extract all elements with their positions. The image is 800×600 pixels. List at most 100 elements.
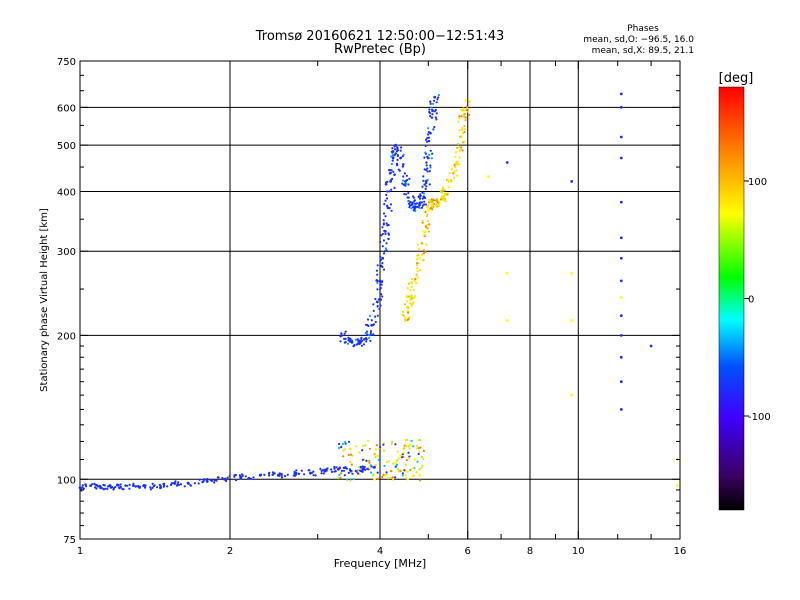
data-point (379, 286, 382, 290)
data-point (303, 473, 306, 476)
data-point (413, 279, 417, 283)
data-point (112, 487, 115, 490)
phase-o-line: mean, sd,O: −96.5, 16.0 (583, 35, 694, 45)
data-point (355, 445, 358, 448)
data-point (376, 477, 379, 480)
data-point (448, 172, 451, 175)
data-point (224, 477, 227, 480)
data-point (413, 208, 416, 211)
data-point (452, 172, 455, 175)
data-point (128, 487, 131, 490)
data-point (420, 201, 423, 204)
data-point (426, 179, 429, 182)
data-point (428, 153, 431, 156)
data-point (363, 338, 366, 341)
data-point (446, 192, 449, 195)
data-point (427, 230, 430, 233)
data-point (424, 250, 427, 254)
data-point (394, 443, 397, 446)
data-point (114, 486, 117, 489)
data-point (280, 476, 283, 479)
data-point (444, 192, 447, 195)
data-point (399, 149, 402, 152)
data-point (418, 473, 421, 477)
data-point (439, 190, 442, 193)
data-point (458, 117, 461, 120)
data-point (325, 469, 328, 472)
data-point (418, 450, 421, 453)
data-point (366, 333, 369, 336)
data-point (413, 295, 416, 298)
data-point (453, 170, 456, 173)
data-point (217, 476, 220, 479)
data-point (344, 330, 347, 333)
data-point (460, 115, 463, 118)
data-point (352, 345, 355, 348)
data-point (424, 187, 427, 190)
data-point (430, 157, 433, 160)
data-point (343, 332, 346, 335)
data-point (424, 231, 427, 234)
data-point (619, 135, 623, 139)
data-points (78, 92, 679, 492)
data-point (272, 471, 275, 474)
data-point (111, 486, 114, 489)
data-point (84, 483, 87, 486)
data-point (193, 482, 196, 485)
data-point (396, 154, 399, 157)
data-point (459, 135, 462, 138)
data-point (414, 278, 417, 281)
data-point (377, 458, 380, 461)
data-point (389, 203, 393, 206)
data-point (426, 220, 430, 223)
data-point (339, 476, 342, 479)
data-point (420, 455, 423, 459)
data-point (454, 151, 457, 154)
data-point (169, 483, 173, 486)
data-point (424, 196, 427, 200)
data-point (362, 343, 366, 346)
data-point (415, 471, 418, 474)
data-point (426, 155, 429, 158)
data-point (406, 318, 409, 322)
data-point (381, 245, 384, 248)
data-point (405, 295, 409, 298)
phase-heading: Phases (627, 24, 659, 34)
data-point (119, 483, 122, 486)
data-point (406, 470, 409, 473)
data-point (437, 96, 440, 99)
data-point (349, 447, 352, 451)
data-point (421, 221, 424, 224)
data-point (234, 473, 237, 477)
data-point (333, 465, 336, 469)
data-point (458, 115, 461, 118)
data-point (381, 295, 384, 298)
data-point (389, 171, 392, 174)
data-point (95, 484, 98, 487)
data-point (314, 474, 317, 477)
data-point (189, 484, 192, 487)
data-point (397, 457, 400, 460)
data-point (383, 464, 386, 467)
data-point (619, 156, 623, 160)
data-point (619, 380, 623, 384)
data-point (357, 472, 360, 475)
data-point (344, 440, 347, 444)
data-point (395, 162, 398, 165)
data-point (238, 474, 241, 477)
data-point (384, 215, 387, 218)
data-point (226, 476, 229, 479)
data-point (426, 137, 429, 140)
data-point (458, 146, 461, 149)
data-point (393, 144, 396, 147)
data-point (418, 201, 421, 204)
data-point (252, 476, 255, 479)
data-point (388, 168, 391, 172)
data-point (340, 332, 343, 335)
data-point (347, 440, 351, 443)
data-point (408, 177, 411, 180)
data-point (358, 466, 361, 469)
data-point (360, 337, 363, 341)
data-point (436, 205, 439, 208)
data-point (174, 480, 177, 483)
